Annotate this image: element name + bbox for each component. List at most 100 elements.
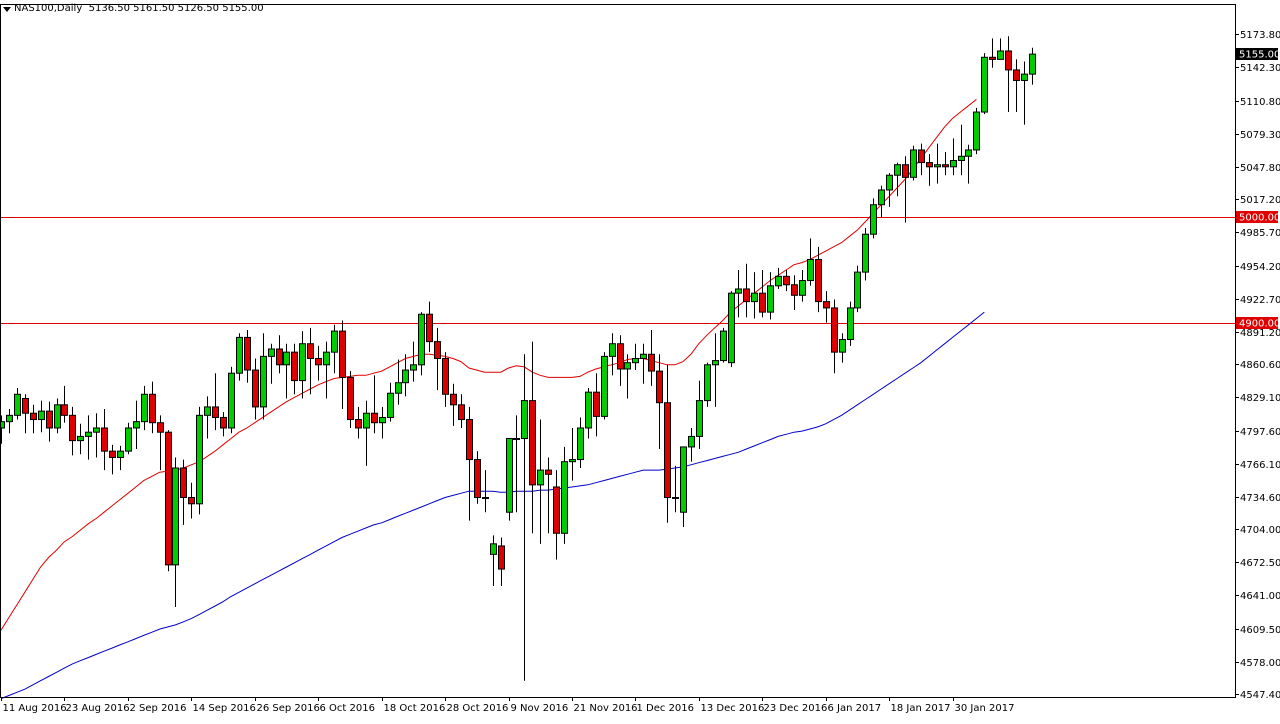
candle [69, 406, 76, 456]
candle-body [482, 496, 489, 499]
candle-body [720, 330, 727, 362]
candle [712, 333, 719, 407]
moving-average-slow [0, 311, 985, 700]
x-tick-label: 18 Jan 2017 [891, 703, 951, 714]
candle-body [577, 427, 584, 461]
x-tick-label: 6 Jan 2017 [828, 703, 882, 714]
y-tick-label: 4578.00 [1240, 658, 1280, 669]
candle-body [735, 288, 742, 294]
candle [315, 345, 322, 381]
candle-body [569, 459, 576, 463]
candle-body [973, 111, 980, 151]
x-tick-label: 9 Nov 2016 [511, 703, 569, 714]
candle-body [402, 369, 409, 384]
candle-body [141, 393, 148, 423]
candle [323, 341, 330, 399]
x-tick-label: 26 Sep 2016 [257, 703, 320, 714]
candle-body [54, 404, 61, 429]
y-tick-label: 4954.20 [1240, 262, 1280, 273]
candle [934, 143, 941, 184]
candle [767, 272, 774, 320]
candle [878, 185, 885, 218]
candle [688, 427, 695, 462]
candle-body [934, 164, 941, 168]
candle [720, 327, 727, 363]
candle [847, 301, 854, 346]
candle [14, 387, 21, 420]
candle-body [331, 330, 338, 353]
candle-body [854, 271, 861, 309]
candle [379, 406, 386, 439]
candle [434, 327, 441, 391]
candle [577, 417, 584, 468]
candle-body [157, 422, 164, 433]
candle [783, 270, 790, 292]
current-price-tag-bg [1236, 48, 1278, 60]
candle-body [775, 275, 782, 287]
candle-body [85, 431, 92, 437]
candle-body [355, 419, 362, 429]
candle-body [276, 348, 283, 366]
candle-body [783, 275, 790, 286]
candle [180, 459, 187, 525]
candle-body [870, 204, 877, 235]
candle [196, 406, 203, 515]
candle [482, 470, 489, 513]
candle [291, 343, 298, 395]
level-price-tag-bg [1236, 317, 1278, 329]
candle [61, 385, 68, 423]
candle [894, 162, 901, 197]
candle-body [490, 543, 497, 555]
candle-body [0, 421, 5, 429]
candle [1005, 36, 1012, 113]
candle-body [244, 336, 251, 371]
candle-body [807, 258, 814, 282]
candle [244, 330, 251, 383]
candle [6, 409, 13, 434]
candle [521, 354, 528, 681]
candle [759, 270, 766, 318]
x-tick-label: 28 Oct 2016 [447, 703, 509, 714]
candle-body [997, 50, 1004, 60]
candle-body [315, 357, 322, 366]
symbol-menu-icon[interactable] [3, 7, 11, 12]
candle [149, 381, 156, 434]
candle-body [291, 351, 298, 382]
candle [125, 422, 132, 455]
candle-body [165, 431, 172, 566]
candle [165, 430, 172, 572]
y-tick-label: 4829.10 [1240, 393, 1280, 404]
candle-body [466, 419, 473, 461]
candle [276, 335, 283, 374]
candle [506, 438, 513, 521]
candle [743, 263, 750, 318]
candle [973, 107, 980, 155]
candle-body [624, 362, 631, 370]
candle [0, 415, 5, 444]
candle-body [831, 307, 838, 353]
candle [1013, 59, 1020, 113]
candle [371, 375, 378, 434]
candle [260, 333, 267, 420]
candle [490, 535, 497, 586]
x-tick-label: 2 Sep 2016 [130, 703, 187, 714]
candle-body [236, 336, 243, 374]
candle-body [632, 357, 639, 364]
candle [172, 457, 179, 608]
candle [799, 270, 806, 302]
candle [553, 470, 560, 560]
candle-body [545, 469, 552, 475]
candle-body [617, 343, 624, 370]
y-tick-label: 4672.50 [1240, 558, 1280, 569]
candle-body [521, 400, 528, 440]
candle [831, 299, 838, 374]
candle [886, 173, 893, 207]
candle [958, 124, 965, 176]
candle [751, 272, 758, 319]
candle-body [823, 301, 830, 309]
y-tick-label: 4704.00 [1240, 525, 1280, 536]
candle-body [410, 364, 417, 371]
candle [640, 343, 647, 384]
